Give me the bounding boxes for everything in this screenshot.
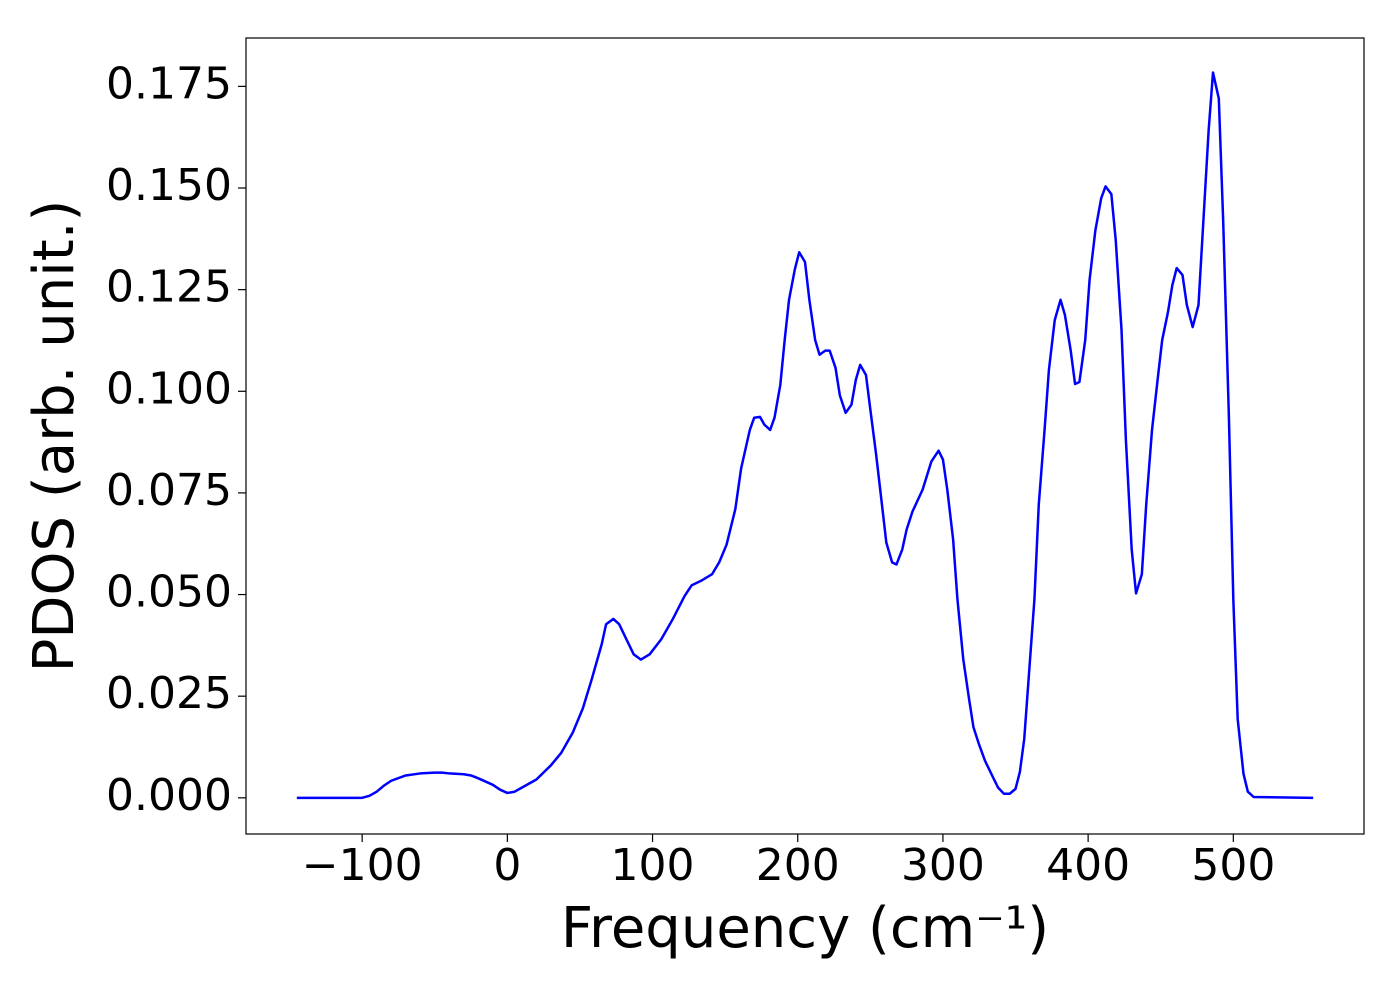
y-tick-label: 0.075: [106, 465, 232, 516]
x-tick-label: 400: [1046, 840, 1130, 891]
plot-frame: [245, 37, 1365, 835]
y-tick-label: 0.150: [106, 160, 232, 211]
y-tick-label: 0.125: [106, 262, 232, 313]
x-tick-label: 0: [493, 840, 521, 891]
y-tick-label: 0.175: [106, 58, 232, 109]
x-axis-label: Frequency (cm⁻¹): [561, 896, 1049, 961]
y-tick-label: 0.050: [106, 567, 232, 618]
x-tick-label: 300: [901, 840, 985, 891]
x-tick-label: −100: [302, 840, 423, 891]
data-line: [296, 71, 1314, 800]
x-tick-label: 500: [1191, 840, 1275, 891]
y-tick-label: 0.100: [106, 363, 232, 414]
x-tick-label: 100: [611, 840, 695, 891]
y-axis-label: PDOS (arb. unit.): [22, 200, 87, 673]
x-tick-label: 200: [756, 840, 840, 891]
y-tick-label: 0.000: [106, 770, 232, 821]
y-tick-label: 0.025: [106, 668, 232, 719]
